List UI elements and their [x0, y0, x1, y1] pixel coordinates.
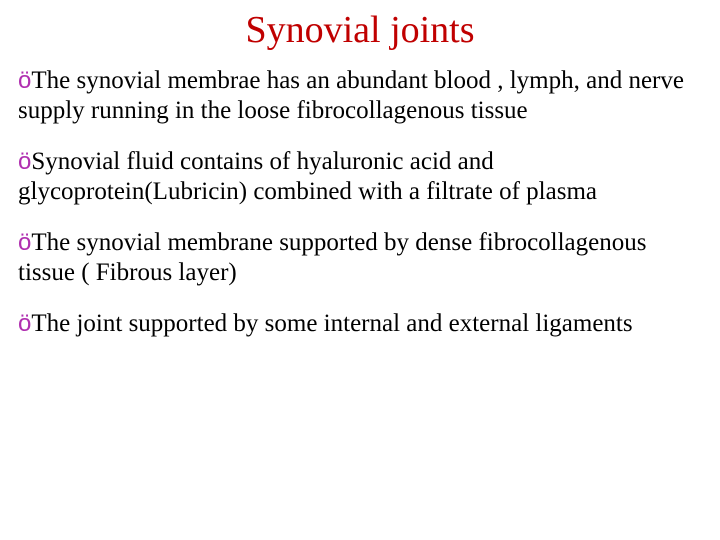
bullet-item: öThe synovial membrane supported by dens… [18, 228, 702, 287]
bullet-text: Synovial fluid contains of hyaluronic ac… [18, 148, 597, 205]
bullet-text: The synovial membrae has an abundant blo… [18, 67, 684, 124]
bullet-marker-icon: ö [18, 148, 31, 175]
bullet-item: öThe synovial membrae has an abundant bl… [18, 66, 702, 125]
slide-title: Synovial joints [18, 8, 702, 52]
bullet-marker-icon: ö [18, 67, 31, 94]
bullet-marker-icon: ö [18, 229, 31, 256]
bullet-item: öThe joint supported by some internal an… [18, 309, 702, 339]
bullet-text: The synovial membrane supported by dense… [18, 229, 646, 286]
bullet-marker-icon: ö [18, 310, 31, 337]
bullet-item: öSynovial fluid contains of hyaluronic a… [18, 147, 702, 206]
bullet-text: The joint supported by some internal and… [31, 310, 632, 337]
slide-container: Synovial joints öThe synovial membrae ha… [0, 0, 720, 540]
